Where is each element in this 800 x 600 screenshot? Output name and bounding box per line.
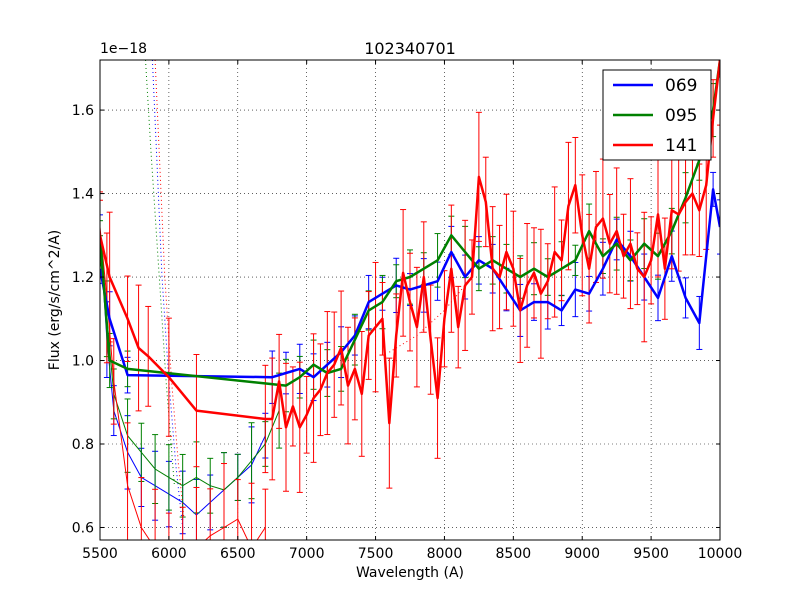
y-tick-label: 0.8 [72,437,94,453]
series-069-dotted-curve [151,60,184,528]
legend-label-141: 141 [665,136,697,156]
y-axis-label: Flux (erg/s/cm^2/A) [47,230,63,370]
y-tick-label: 1.6 [72,103,94,119]
x-tick-label: 9000 [564,546,600,562]
x-tick-label: 8500 [496,546,532,562]
y-tick-label: 1.0 [72,354,94,370]
legend-label-095: 095 [665,106,697,126]
axes-frame [99,59,721,541]
x-tick-label: 8000 [427,546,463,562]
series-141-line [100,60,720,429]
series-141-model-error-bars [100,191,269,540]
y-scale-offset-label: 1e−18 [100,41,147,57]
x-tick-label: 7500 [358,546,394,562]
y-tick-label: 1.2 [72,270,94,286]
plot-area [100,60,720,540]
series-141-dotted-tail [389,276,473,353]
x-tick-label: 6000 [151,546,187,562]
axes: 5500 6000 6500 7000 7500 8000 8500 9000 9500 1000… [72,59,743,562]
x-tick-label: 6500 [220,546,256,562]
x-tick-label: 5500 [82,546,118,562]
x-tick-label: 9500 [633,546,669,562]
y-tick-label: 1.4 [72,187,94,203]
y-tick-label: 0.6 [72,520,94,536]
x-axis-label: Wavelength (A) [356,565,464,581]
series-141-model-curve [100,226,266,540]
legend-label-069: 069 [665,76,697,96]
series-141-dotted-curve [154,60,185,520]
series-095-line [100,60,720,387]
legend: 069 095 141 [602,69,712,161]
x-tick-label: 7000 [289,546,325,562]
series-095-model-curve [100,256,280,491]
x-tick-label: 10000 [698,546,743,562]
chart-title: 102340701 [364,39,456,58]
